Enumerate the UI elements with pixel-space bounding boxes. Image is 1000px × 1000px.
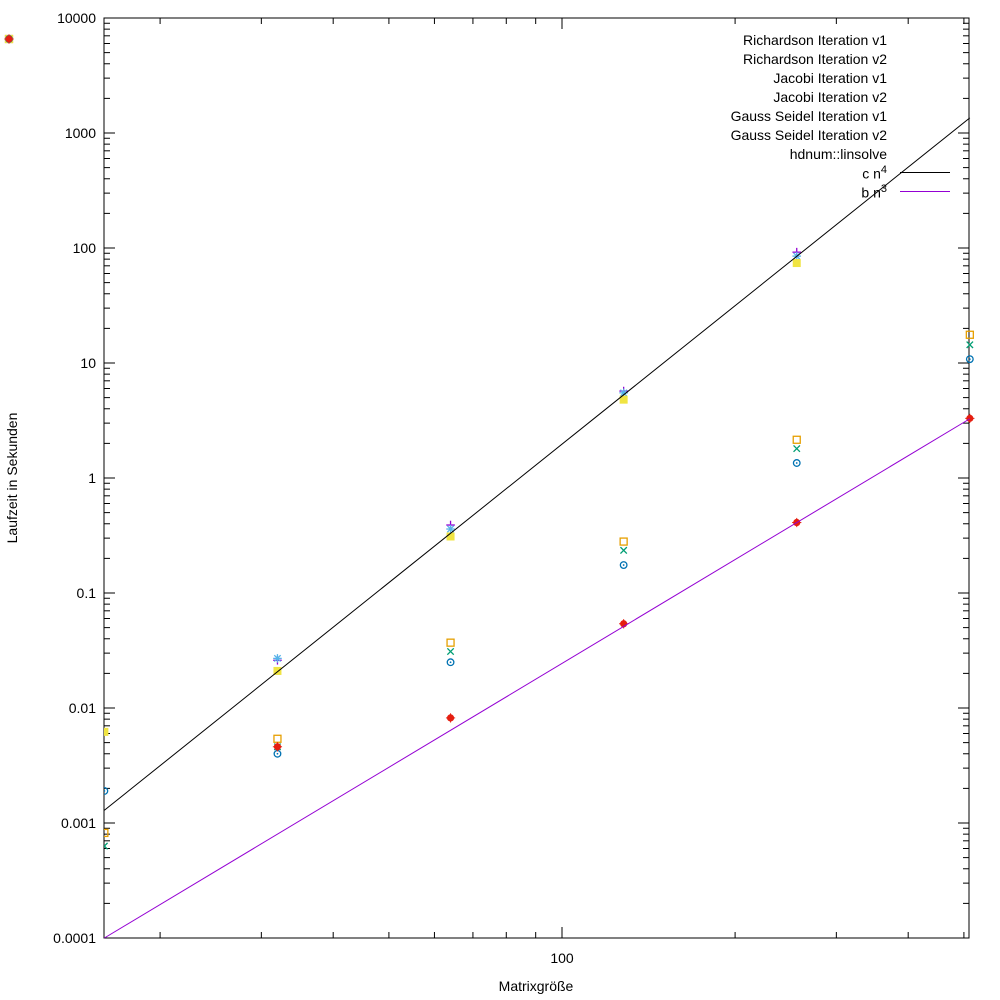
legend-row: Richardson Iteration v2	[0, 35, 953, 68]
marker-open-square-n128	[619, 537, 628, 546]
marker-cross-n512	[966, 341, 974, 349]
legend-row: Gauss Seidel Iteration v2	[0, 35, 953, 144]
y-tick-label: 10	[80, 355, 96, 371]
marker-open-square-n512	[965, 330, 974, 339]
legend-marker-open-circle	[5, 35, 953, 144]
legend-line-sample	[897, 183, 953, 201]
marker-open-circle-n64	[446, 658, 455, 667]
legend-row: Gauss Seidel Iteration v1	[0, 35, 953, 125]
legend-label: c n4	[862, 163, 887, 182]
legend-label: Jacobi Iteration v2	[773, 88, 887, 105]
y-tick-label: 0.01	[68, 700, 96, 716]
marker-open-square-n32	[273, 734, 282, 743]
legend-marker-filled-circle	[4, 34, 953, 163]
marker-asterisk-n32	[273, 654, 282, 663]
marker-filled-square-n128	[619, 395, 628, 404]
marker-asterisk-n64	[446, 524, 455, 534]
x-tick-label: 100	[550, 950, 574, 966]
legend-label: Richardson Iteration v1	[743, 31, 887, 48]
legend-row: Jacobi Iteration v1	[0, 34, 953, 87]
marker-cross-n16	[104, 842, 109, 850]
data-points	[104, 247, 975, 850]
marker-filled-square-n256	[792, 259, 801, 268]
marker-open-circle-n128	[619, 561, 628, 570]
legend-marker-open-square	[4, 34, 953, 106]
legend-row: c n4	[0, 163, 953, 182]
y-tick-label: 0.0001	[53, 930, 96, 946]
legend-row: Richardson Iteration v1	[0, 30, 953, 49]
marker-cross-n128	[619, 546, 628, 554]
marker-filled-square-n64	[446, 532, 455, 541]
legend-marker-cross	[5, 35, 953, 68]
legend-label: Jacobi Iteration v1	[773, 69, 887, 86]
marker-filled-square-n16	[104, 727, 109, 736]
y-tick-label: 0.001	[60, 815, 96, 831]
marker-open-square-n256	[792, 435, 801, 444]
axis-ticks	[104, 17, 969, 939]
marker-open-square-n64	[446, 638, 455, 647]
legend-label: Gauss Seidel Iteration v1	[730, 107, 887, 124]
marker-cross-n64	[446, 647, 455, 656]
legend-row: Jacobi Iteration v2	[0, 34, 953, 106]
marker-filled-square-n32	[273, 666, 282, 675]
y-axis-title: Laufzeit in Sekunden	[4, 412, 20, 544]
legend-label: hdnum::linsolve	[789, 145, 887, 162]
legend-line-sample	[897, 164, 953, 182]
marker-open-circle-n32	[273, 749, 282, 758]
legend-label: Richardson Iteration v2	[743, 50, 887, 67]
fit-line-b-n-3	[104, 418, 971, 939]
x-axis-title: Matrixgröße	[498, 978, 574, 994]
legend: Richardson Iteration v1 Richardson Iterat…	[0, 30, 953, 201]
legend-marker-filled-square	[5, 35, 953, 125]
legend-row: b n3	[0, 182, 953, 201]
fit-line-c-n-4	[104, 117, 971, 811]
marker-filled-circle-n64	[445, 713, 456, 723]
y-tick-label: 0.1	[76, 585, 96, 601]
marker-filled-circle-n512	[965, 413, 975, 423]
marker-open-square-n16	[104, 828, 109, 838]
marker-open-circle-n512	[965, 355, 974, 364]
marker-open-circle-n16	[104, 786, 109, 795]
legend-label: b n3	[861, 182, 887, 201]
legend-marker-asterisk	[4, 34, 953, 87]
legend-row: hdnum::linsolve	[0, 34, 953, 163]
legend-label: Gauss Seidel Iteration v2	[730, 126, 887, 143]
marker-open-circle-n256	[792, 459, 801, 467]
marker-filled-circle-n32	[272, 742, 283, 752]
y-tick-label: 1000	[64, 125, 96, 141]
y-tick-label: 100	[72, 240, 96, 256]
marker-cross-n256	[793, 444, 801, 453]
y-tick-label: 1	[88, 470, 96, 486]
legend-marker-plus	[4, 31, 953, 49]
y-tick-label: 10000	[57, 10, 96, 26]
